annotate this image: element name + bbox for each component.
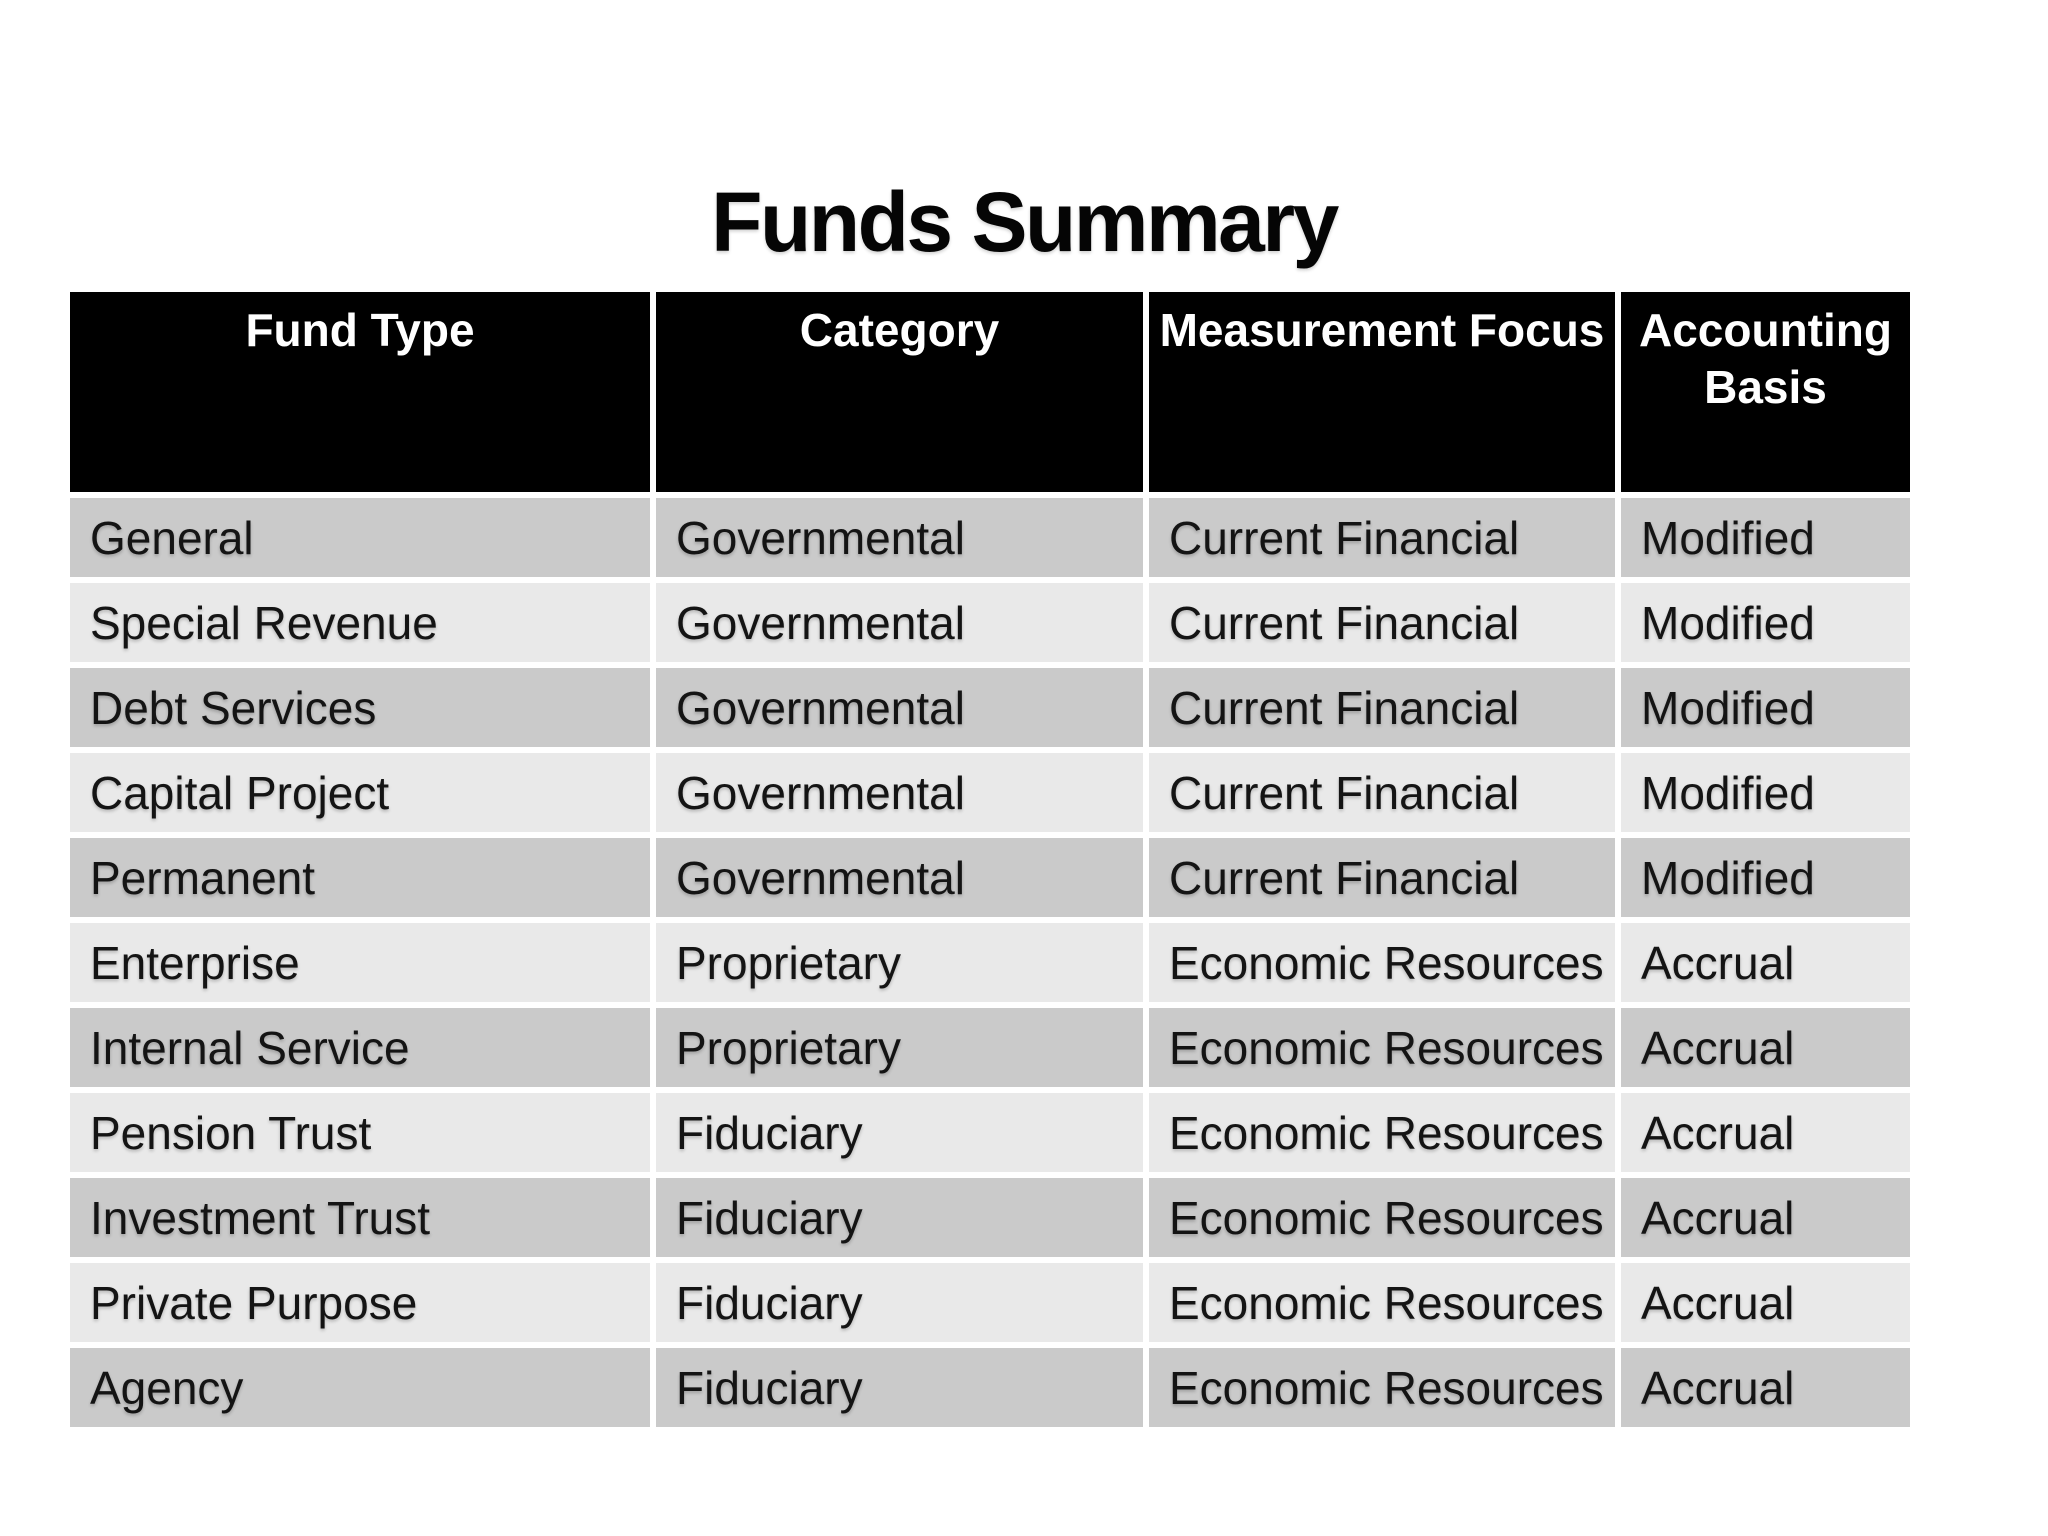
column-header-accounting-basis: Accounting Basis <box>1621 292 1910 492</box>
cell-fund-type: Agency <box>70 1348 650 1427</box>
cell-accounting-basis: Modified <box>1621 668 1910 747</box>
table-row: Special Revenue Governmental Current Fin… <box>70 583 1910 662</box>
funds-summary-table: Fund Type Category Measurement Focus Acc… <box>64 286 1916 1433</box>
cell-measurement-focus: Current Financial <box>1149 583 1615 662</box>
cell-fund-type: Permanent <box>70 838 650 917</box>
table-header-row: Fund Type Category Measurement Focus Acc… <box>70 292 1910 492</box>
cell-accounting-basis: Accrual <box>1621 1178 1910 1257</box>
cell-fund-type: Internal Service <box>70 1008 650 1087</box>
table-row: General Governmental Current Financial M… <box>70 498 1910 577</box>
cell-fund-type: General <box>70 498 650 577</box>
cell-fund-type: Debt Services <box>70 668 650 747</box>
cell-fund-type: Capital Project <box>70 753 650 832</box>
column-header-fund-type: Fund Type <box>70 292 650 492</box>
table-row: Pension Trust Fiduciary Economic Resourc… <box>70 1093 1910 1172</box>
cell-measurement-focus: Current Financial <box>1149 668 1615 747</box>
cell-category: Governmental <box>656 753 1143 832</box>
table-row: Capital Project Governmental Current Fin… <box>70 753 1910 832</box>
cell-accounting-basis: Accrual <box>1621 1008 1910 1087</box>
cell-fund-type: Private Purpose <box>70 1263 650 1342</box>
cell-measurement-focus: Economic Resources <box>1149 1093 1615 1172</box>
table-row: Debt Services Governmental Current Finan… <box>70 668 1910 747</box>
cell-accounting-basis: Accrual <box>1621 923 1910 1002</box>
cell-measurement-focus: Economic Resources <box>1149 923 1615 1002</box>
table-row: Enterprise Proprietary Economic Resource… <box>70 923 1910 1002</box>
cell-accounting-basis: Modified <box>1621 583 1910 662</box>
cell-measurement-focus: Economic Resources <box>1149 1348 1615 1427</box>
cell-fund-type: Enterprise <box>70 923 650 1002</box>
cell-measurement-focus: Current Financial <box>1149 838 1615 917</box>
page-title: Funds Summary <box>711 175 1339 270</box>
cell-accounting-basis: Modified <box>1621 753 1910 832</box>
table-row: Internal Service Proprietary Economic Re… <box>70 1008 1910 1087</box>
cell-accounting-basis: Accrual <box>1621 1348 1910 1427</box>
table-row: Private Purpose Fiduciary Economic Resou… <box>70 1263 1910 1342</box>
table-row: Investment Trust Fiduciary Economic Reso… <box>70 1178 1910 1257</box>
cell-measurement-focus: Current Financial <box>1149 753 1615 832</box>
cell-category: Fiduciary <box>656 1178 1143 1257</box>
cell-category: Governmental <box>656 498 1143 577</box>
cell-category: Governmental <box>656 838 1143 917</box>
cell-category: Fiduciary <box>656 1093 1143 1172</box>
cell-category: Governmental <box>656 583 1143 662</box>
cell-category: Fiduciary <box>656 1263 1143 1342</box>
cell-accounting-basis: Modified <box>1621 838 1910 917</box>
table-row: Permanent Governmental Current Financial… <box>70 838 1910 917</box>
cell-measurement-focus: Current Financial <box>1149 498 1615 577</box>
cell-fund-type: Special Revenue <box>70 583 650 662</box>
column-header-measurement-focus: Measurement Focus <box>1149 292 1615 492</box>
cell-measurement-focus: Economic Resources <box>1149 1263 1615 1342</box>
column-header-category: Category <box>656 292 1143 492</box>
cell-category: Proprietary <box>656 923 1143 1002</box>
cell-accounting-basis: Modified <box>1621 498 1910 577</box>
cell-accounting-basis: Accrual <box>1621 1263 1910 1342</box>
cell-measurement-focus: Economic Resources <box>1149 1008 1615 1087</box>
table-row: Agency Fiduciary Economic Resources Accr… <box>70 1348 1910 1427</box>
cell-measurement-focus: Economic Resources <box>1149 1178 1615 1257</box>
cell-fund-type: Pension Trust <box>70 1093 650 1172</box>
cell-category: Governmental <box>656 668 1143 747</box>
cell-category: Proprietary <box>656 1008 1143 1087</box>
cell-accounting-basis: Accrual <box>1621 1093 1910 1172</box>
cell-fund-type: Investment Trust <box>70 1178 650 1257</box>
cell-category: Fiduciary <box>656 1348 1143 1427</box>
